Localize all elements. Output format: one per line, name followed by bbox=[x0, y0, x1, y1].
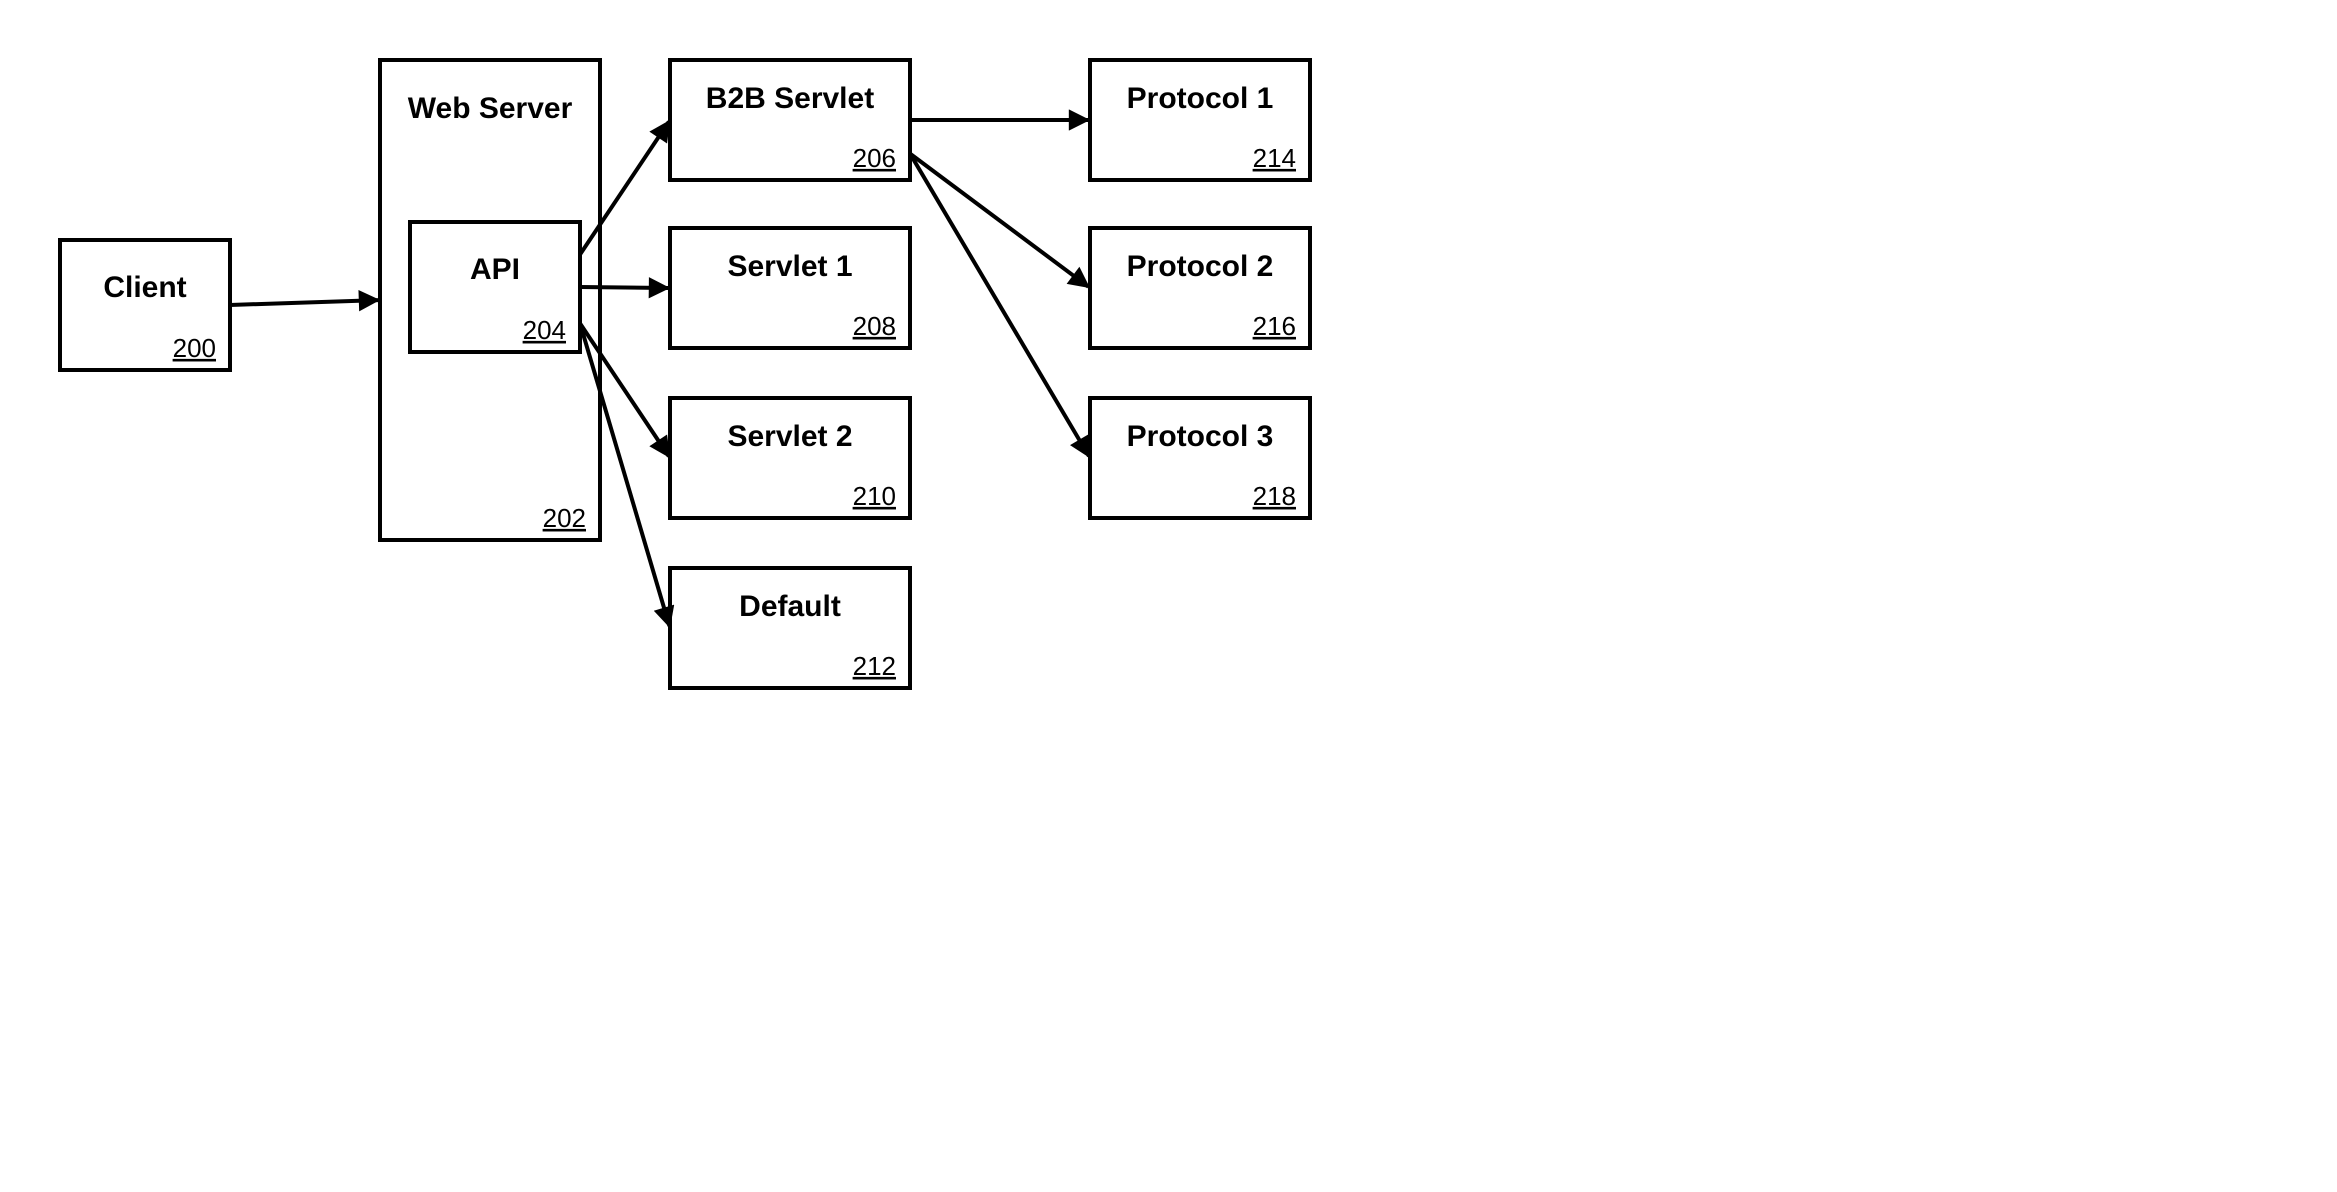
node-refnum: 204 bbox=[523, 315, 566, 345]
node-client: Client 200 bbox=[60, 240, 230, 370]
node-label: API bbox=[470, 253, 520, 286]
node-label: Default bbox=[739, 590, 841, 623]
node-protocol2: Protocol 2 216 bbox=[1090, 228, 1310, 348]
node-refnum: 208 bbox=[853, 311, 896, 341]
node-label: Client bbox=[103, 271, 186, 304]
node-refnum: 216 bbox=[1253, 311, 1296, 341]
node-refnum: 200 bbox=[173, 333, 216, 363]
edge-api-to-servlet1 bbox=[580, 287, 668, 288]
node-refnum: 212 bbox=[853, 651, 896, 681]
node-servlet1: Servlet 1208 bbox=[670, 228, 910, 348]
edge-b2b-to-protocol2 bbox=[910, 154, 1088, 287]
node-refnum: 218 bbox=[1253, 481, 1296, 511]
node-label: Servlet 1 bbox=[727, 250, 852, 283]
node-label: Servlet 2 bbox=[727, 420, 852, 453]
node-refnum: 210 bbox=[853, 481, 896, 511]
node-default: Default 212 bbox=[670, 568, 910, 688]
node-servlet2: Servlet 2210 bbox=[670, 398, 910, 518]
node-refnum: 202 bbox=[543, 503, 586, 533]
node-refnum: 214 bbox=[1253, 143, 1296, 173]
node-protocol1: Protocol 1 214 bbox=[1090, 60, 1310, 180]
node-label: B2B Servlet bbox=[706, 82, 874, 115]
node-label: Web Server bbox=[408, 92, 573, 125]
edge-client-to-webserver bbox=[230, 300, 378, 305]
node-refnum: 206 bbox=[853, 143, 896, 173]
node-protocol3: Protocol 3 218 bbox=[1090, 398, 1310, 518]
node-b2b: B2B Servlet 206 bbox=[670, 60, 910, 180]
node-label: Protocol 2 bbox=[1127, 250, 1274, 283]
node-label: Protocol 3 bbox=[1127, 420, 1274, 453]
edge-b2b-to-protocol3 bbox=[910, 154, 1089, 457]
architecture-diagram: Client 200 Web Server 202 API204 B2B Servlet 2… bbox=[0, 0, 1536, 783]
node-label: Protocol 1 bbox=[1127, 82, 1274, 115]
node-api: API204 bbox=[410, 222, 580, 352]
